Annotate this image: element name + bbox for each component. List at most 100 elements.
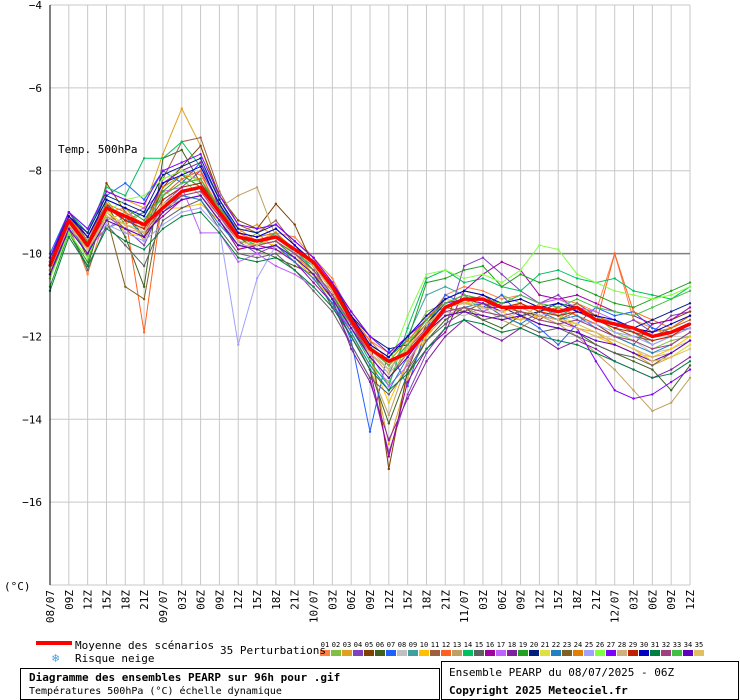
series-point-35 <box>575 322 579 326</box>
series-point-33 <box>688 289 692 293</box>
legend-swatch <box>551 650 561 656</box>
series-point-15 <box>575 335 579 338</box>
series-point-06 <box>387 422 391 425</box>
x-tick-label: 21Z <box>138 590 151 610</box>
series-point-12 <box>199 169 202 172</box>
x-tick-label: 15Z <box>100 590 113 610</box>
series-point-24 <box>669 326 673 330</box>
series-point-18 <box>557 347 560 351</box>
series-point-04 <box>557 293 560 297</box>
legend-number: 31 <box>651 641 659 649</box>
series-point-17 <box>406 364 409 367</box>
series-point-19 <box>669 289 673 293</box>
series-point-30 <box>387 355 391 359</box>
series-point-29 <box>519 302 522 305</box>
series-point-30 <box>425 314 428 317</box>
series-point-15 <box>331 310 334 313</box>
chart-axes: −4 −6 −8 −10 −12 −14 −16 08/07 09Z 12Z 15Z 18Z 21Z 09… <box>22 0 697 623</box>
mean-series <box>48 185 691 364</box>
series-point-30 <box>462 289 466 293</box>
series-point-27 <box>481 302 485 305</box>
x-tick-label: 12Z <box>533 590 546 610</box>
legend-number: 34 <box>684 641 692 649</box>
series-point-18 <box>349 347 353 351</box>
series-point-31 <box>331 306 334 309</box>
series-point-30 <box>274 227 278 230</box>
series-point-16 <box>651 322 654 326</box>
legend-swatch <box>562 650 572 656</box>
series-point-28 <box>575 326 579 330</box>
series-point-33 <box>613 310 616 313</box>
series-point-06 <box>142 285 146 288</box>
series-point-34 <box>575 331 579 334</box>
legend-number: 07 <box>387 641 395 649</box>
series-point-27 <box>594 360 598 363</box>
series-point-34 <box>444 314 447 317</box>
series-point-10 <box>688 335 692 338</box>
series-point-26 <box>557 248 560 251</box>
series-point-31 <box>444 326 447 330</box>
legend-number: 28 <box>618 641 626 649</box>
chart-label: Temp. 500hPa <box>58 143 137 156</box>
series-point-31 <box>669 372 673 375</box>
legend-swatch <box>683 650 693 656</box>
series-point-27 <box>86 227 89 230</box>
legend-number: 17 <box>497 641 505 649</box>
series-point-29 <box>651 339 654 342</box>
series-point-30 <box>688 314 692 317</box>
series-point-07 <box>444 293 447 297</box>
series-point-15 <box>425 339 428 342</box>
series-point-25 <box>255 277 259 280</box>
series-point-15 <box>651 364 654 367</box>
series-point-04 <box>142 244 146 247</box>
series-point-30 <box>444 297 447 301</box>
series-point-22 <box>349 331 353 334</box>
legend-number: 09 <box>409 641 417 649</box>
series-point-09 <box>425 293 428 297</box>
series-point-07 <box>538 326 541 330</box>
series-point-24 <box>406 339 409 342</box>
series-point-35 <box>481 306 485 309</box>
series-point-05 <box>274 202 278 206</box>
footer-title-box: Diagramme des ensembles PEARP sur 96h po… <box>20 668 440 700</box>
series-point-26 <box>180 169 183 172</box>
series-point-34 <box>406 355 409 359</box>
series-point-31 <box>237 256 240 259</box>
series-point-34 <box>688 339 692 342</box>
series-point-05 <box>293 223 296 226</box>
series-point-31 <box>199 210 202 214</box>
series-point-20 <box>124 202 127 206</box>
series-point-26 <box>575 273 579 276</box>
x-tick-label: 12Z <box>383 590 396 610</box>
series-point-07 <box>613 314 616 317</box>
series-point-35 <box>669 355 673 359</box>
series-point-25 <box>142 239 146 243</box>
series-point-25 <box>632 335 635 338</box>
series-point-30 <box>575 310 579 313</box>
series-point-34 <box>349 326 353 330</box>
series-point-16 <box>237 248 240 251</box>
series-point-17 <box>255 252 259 255</box>
footer-title: Diagramme des ensembles PEARP sur 96h po… <box>29 671 341 684</box>
series-point-26 <box>444 268 447 272</box>
series-point-35 <box>161 202 165 206</box>
legend-swatch <box>617 650 627 656</box>
series-point-12 <box>142 331 146 334</box>
series-point-19 <box>142 219 146 222</box>
series-point-13 <box>406 360 409 363</box>
series-point-35 <box>462 302 466 305</box>
series-point-02 <box>669 339 673 342</box>
series-point-30 <box>406 335 409 338</box>
series-point-27 <box>387 351 391 355</box>
mean-legend-label: Moyenne des scénarios <box>75 639 215 652</box>
series-point-08 <box>462 314 466 317</box>
legend-number: 03 <box>343 641 351 649</box>
series-point-32 <box>557 322 560 326</box>
series-point-19 <box>481 264 485 268</box>
series-point-27 <box>67 210 71 214</box>
series-point-26 <box>161 177 165 181</box>
series-point-24 <box>105 202 108 206</box>
series-point-27 <box>293 239 296 243</box>
series-point-16 <box>669 318 673 322</box>
series-point-19 <box>519 273 522 276</box>
